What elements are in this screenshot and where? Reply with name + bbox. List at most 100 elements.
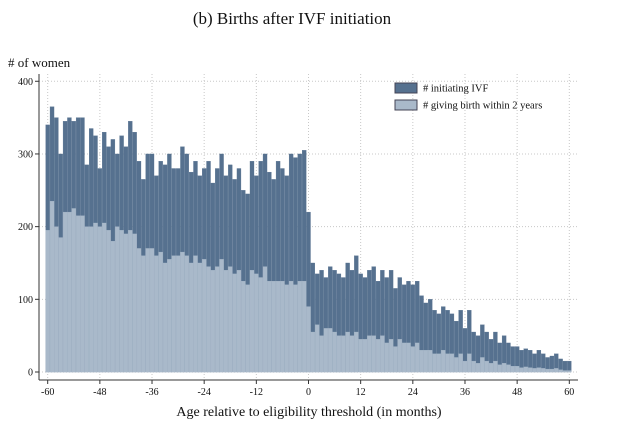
bar: [441, 350, 446, 373]
bar: [558, 369, 563, 373]
bar: [219, 259, 224, 373]
bar: [210, 270, 216, 373]
bar: [89, 226, 94, 373]
bar: [232, 273, 237, 373]
bar: [119, 230, 124, 373]
bar: [145, 248, 150, 373]
bar: [393, 346, 398, 373]
bar: [449, 353, 455, 373]
bar: [45, 230, 50, 373]
bar: [62, 211, 68, 373]
bar: [280, 280, 285, 373]
bar: [84, 226, 89, 373]
bar: [501, 363, 507, 373]
bar: [241, 280, 246, 373]
bar: [384, 342, 389, 373]
bar: [523, 366, 528, 373]
bar: [567, 370, 572, 373]
x-tick-label: 60: [564, 387, 574, 398]
legend-swatch: [394, 99, 418, 111]
bar: [545, 368, 550, 373]
bar: [188, 262, 194, 373]
bar: [454, 357, 459, 373]
bar: [506, 364, 511, 373]
bar: [215, 266, 220, 373]
bar: [410, 346, 415, 373]
bar: [171, 255, 176, 373]
y-tick-label: 300: [18, 149, 33, 160]
bar: [362, 339, 368, 373]
x-tick-label: -48: [93, 387, 106, 398]
bar: [123, 233, 129, 373]
bar: [267, 280, 272, 373]
bar: [249, 270, 255, 373]
bar: [536, 367, 542, 373]
y-tick-label: 0: [28, 368, 33, 379]
x-tick-label: -36: [145, 387, 158, 398]
bar: [471, 360, 476, 373]
bar: [293, 284, 298, 373]
bar: [358, 339, 363, 373]
axes: 0 100 200 300 400 -60 -48 -36 -24 -12 0 12 24 36 48 60: [18, 74, 578, 398]
bar: [102, 222, 107, 373]
bar: [345, 331, 350, 373]
bar: [319, 335, 324, 373]
chart-title: (b) Births after IVF initiation: [193, 9, 392, 28]
bar: [106, 230, 111, 373]
bar: [154, 255, 159, 373]
legend-swatch: [394, 82, 418, 94]
bar: [258, 277, 263, 373]
bar: [167, 259, 172, 373]
bar: [136, 248, 142, 373]
bar: [271, 280, 276, 373]
bar: [197, 262, 202, 373]
bar: [467, 353, 472, 373]
bar: [354, 331, 359, 373]
bar: [380, 335, 385, 373]
bar: [475, 363, 481, 373]
legend: # initiating IVF # giving birth within 2 …: [394, 82, 542, 112]
bar: [54, 226, 59, 373]
bar: [510, 366, 515, 373]
bar: [349, 335, 355, 373]
bar: [306, 306, 311, 373]
x-tick-label: -60: [41, 387, 54, 398]
bar: [75, 215, 81, 373]
bar: [158, 251, 163, 373]
bar: [245, 284, 250, 373]
bar: [480, 357, 485, 373]
bar: [115, 226, 120, 373]
bar: [67, 211, 72, 373]
bar: [554, 368, 559, 373]
bar: [180, 251, 185, 373]
bar: [288, 280, 294, 373]
bar: [202, 259, 207, 373]
bar: [419, 350, 424, 373]
bar: [302, 280, 307, 373]
bar: [71, 208, 76, 373]
bar: [275, 280, 281, 373]
bar: [58, 237, 63, 373]
bar: [528, 367, 533, 373]
bar: [549, 368, 555, 373]
bar: [284, 284, 289, 373]
bars: [45, 106, 572, 373]
bar: [162, 262, 168, 373]
bar: [336, 335, 342, 373]
bar: [445, 353, 450, 373]
x-tick-label: 48: [512, 387, 522, 398]
bar: [415, 342, 420, 373]
bar: [493, 360, 498, 373]
bar: [497, 364, 502, 373]
bar: [193, 255, 198, 373]
y-tick-label: 100: [18, 295, 33, 306]
bar: [184, 255, 189, 373]
bar: [562, 360, 568, 373]
x-tick-label: 0: [306, 387, 311, 398]
bar: [80, 215, 85, 373]
y-axis-label: # of women: [8, 55, 71, 70]
bar: [262, 266, 268, 373]
bar: [128, 230, 133, 373]
bar: [97, 226, 103, 373]
